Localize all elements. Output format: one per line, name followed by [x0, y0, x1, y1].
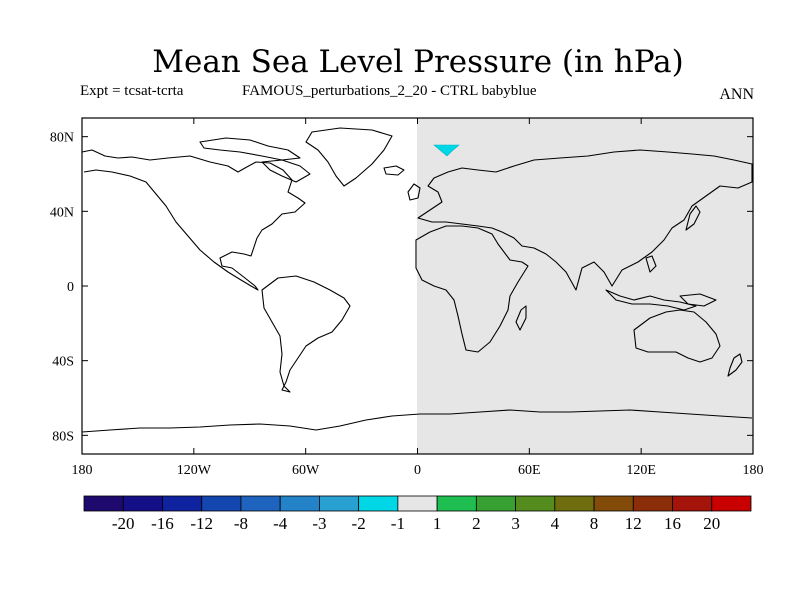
colorbar-swatch — [436, 495, 477, 512]
x-tick-label: 0 — [414, 463, 421, 478]
colorbar-label: 1 — [433, 514, 442, 533]
colorbar: -20 -16 -12 -8 -4 -3 -2 -1 1 2 3 4 8 12 16 20 — [83, 495, 752, 533]
x-tick-label: 60E — [518, 463, 541, 478]
britain-coast — [407, 183, 421, 201]
colorbar-label: 2 — [472, 514, 481, 533]
colorbar-label: -3 — [312, 514, 326, 533]
colorbar-label: 20 — [703, 514, 720, 533]
colorbar-swatch — [593, 495, 634, 512]
colorbar-label: -2 — [352, 514, 366, 533]
arctic-islands-coast — [199, 137, 301, 161]
map-panel: 180 120W 60W 0 60E 120E 180 80N 40N 0 40S 80S — [50, 117, 764, 478]
colorbar-label: -16 — [151, 514, 174, 533]
y-tick-label: 80S — [52, 429, 74, 444]
colorbar-swatch — [672, 495, 713, 512]
australia-coast — [633, 309, 721, 363]
x-tick-label: 180 — [72, 463, 93, 478]
greenland-coast — [305, 127, 393, 187]
colorbar-swatch — [397, 495, 438, 512]
y-tick-label: 40N — [50, 205, 74, 220]
colorbar-label: 4 — [551, 514, 560, 533]
x-tick-label: 60W — [292, 463, 320, 478]
colorbar-label: 8 — [590, 514, 599, 533]
season-label: ANN — [719, 86, 754, 103]
experiment-label: Expt = tcsat-tcrta — [80, 83, 184, 99]
x-tick-label: 120W — [177, 463, 212, 478]
colorbar-label: -8 — [234, 514, 248, 533]
maritime-continent-coast — [605, 289, 697, 311]
x-tick-label: 120E — [626, 463, 656, 478]
colorbar-swatch — [475, 495, 516, 512]
colorbar-swatch — [515, 495, 556, 512]
colorbar-swatch — [201, 495, 242, 512]
new-guinea-coast — [679, 293, 717, 307]
plot-subtitle: FAMOUS_perturbations_2_20 - CTRL babyblu… — [242, 83, 537, 99]
colorbar-label: 16 — [664, 514, 681, 533]
map-axis-ticks: 180 120W 60W 0 60E 120E 180 80N 40N 0 40S 80S — [50, 118, 764, 478]
colorbar-label: -1 — [391, 514, 405, 533]
colorbar-swatch — [240, 495, 281, 512]
antarctica-coast — [81, 409, 753, 433]
y-tick-label: 40S — [52, 355, 74, 370]
new-zealand-coast — [727, 353, 743, 377]
iceland-coast — [383, 165, 405, 176]
madagascar-coast — [515, 305, 527, 331]
japan-coast — [685, 205, 701, 231]
colorbar-label: -4 — [273, 514, 288, 533]
philippines-coast — [645, 255, 657, 273]
colorbar-swatch — [122, 495, 163, 512]
baffin-coast — [261, 159, 311, 183]
plot-title: Mean Sea Level Pressure (in hPa) — [152, 44, 684, 80]
colorbar-swatch — [162, 495, 203, 512]
y-tick-label: 0 — [67, 280, 74, 295]
x-tick-label: 180 — [743, 463, 764, 478]
south-america-coast — [261, 275, 351, 393]
colorbar-label: 12 — [625, 514, 642, 533]
colorbar-label: 3 — [511, 514, 520, 533]
colorbar-swatch — [632, 495, 673, 512]
colorbar-label: -12 — [190, 514, 213, 533]
eurasia-coast — [417, 149, 753, 291]
colorbar-swatch — [319, 495, 360, 512]
colorbar-swatch — [358, 495, 399, 512]
colorbar-swatch — [83, 495, 124, 512]
colorbar-swatch — [554, 495, 595, 512]
africa-coast — [415, 225, 529, 353]
colorbar-swatch — [279, 495, 320, 512]
colorbar-swatch — [711, 495, 752, 512]
coastlines — [81, 127, 753, 433]
colorbar-label: -20 — [112, 514, 135, 533]
barents-anomaly-patch — [433, 144, 460, 157]
north-america-coast — [81, 149, 306, 291]
y-tick-label: 80N — [50, 131, 74, 146]
east-hemisphere-fill — [417, 118, 753, 454]
